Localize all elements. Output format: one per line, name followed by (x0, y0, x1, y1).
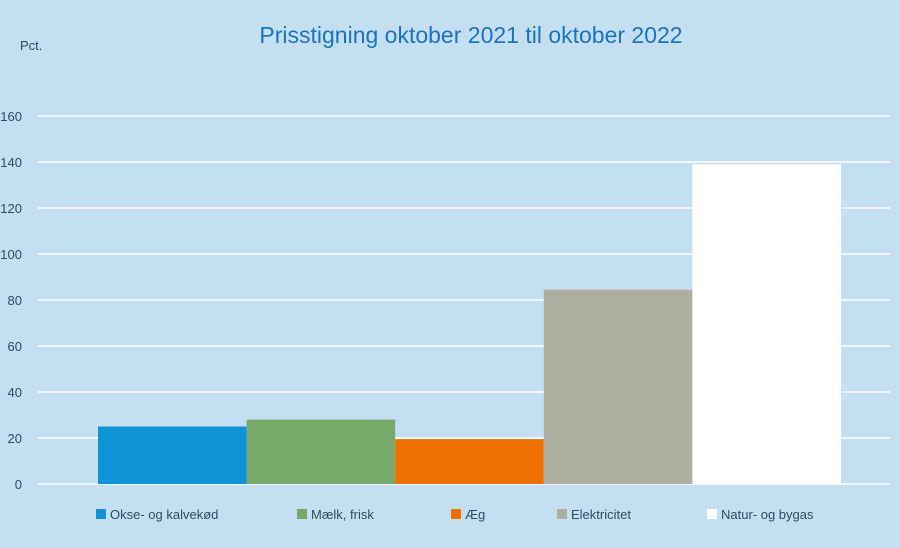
bar (395, 439, 544, 484)
chart-title: Prisstigning oktober 2021 til oktober 20… (259, 22, 682, 48)
y-tick-label: 160 (0, 109, 22, 124)
legend-swatch (297, 509, 307, 519)
legend-swatch (557, 509, 567, 519)
y-tick-label: 60 (8, 339, 22, 354)
legend-label: Elektricitet (571, 507, 631, 522)
legend-label: Mælk, frisk (311, 507, 374, 522)
legend-swatch (451, 509, 461, 519)
y-tick-label: 0 (15, 477, 22, 492)
legend-item: Natur- og bygas (707, 507, 814, 522)
legend-label: Okse- og kalvekød (110, 507, 218, 522)
legend: Okse- og kalvekød Mælk, frisk Æg Elektricit… (96, 507, 814, 522)
y-tick-label: 80 (8, 293, 22, 308)
bar (543, 289, 693, 484)
legend-item: Mælk, frisk (297, 507, 374, 522)
legend-swatch (707, 509, 717, 519)
bars (98, 164, 841, 485)
legend-label: Æg (465, 507, 485, 522)
bar (246, 419, 396, 484)
legend-item: Elektricitet (557, 507, 631, 522)
bar (692, 164, 841, 485)
y-tick-label: 120 (0, 201, 22, 216)
legend-label: Natur- og bygas (721, 507, 814, 522)
legend-swatch (96, 509, 106, 519)
legend-item: Okse- og kalvekød (96, 507, 218, 522)
y-axis-label: Pct. (20, 38, 42, 53)
y-tick-labels: 0 20 40 60 80 100 120 140 160 (0, 109, 22, 492)
y-tick-label: 140 (0, 155, 22, 170)
y-tick-label: 100 (0, 247, 22, 262)
legend-item: Æg (451, 507, 485, 522)
y-tick-label: 40 (8, 385, 22, 400)
y-tick-label: 20 (8, 431, 22, 446)
bar (98, 426, 247, 484)
